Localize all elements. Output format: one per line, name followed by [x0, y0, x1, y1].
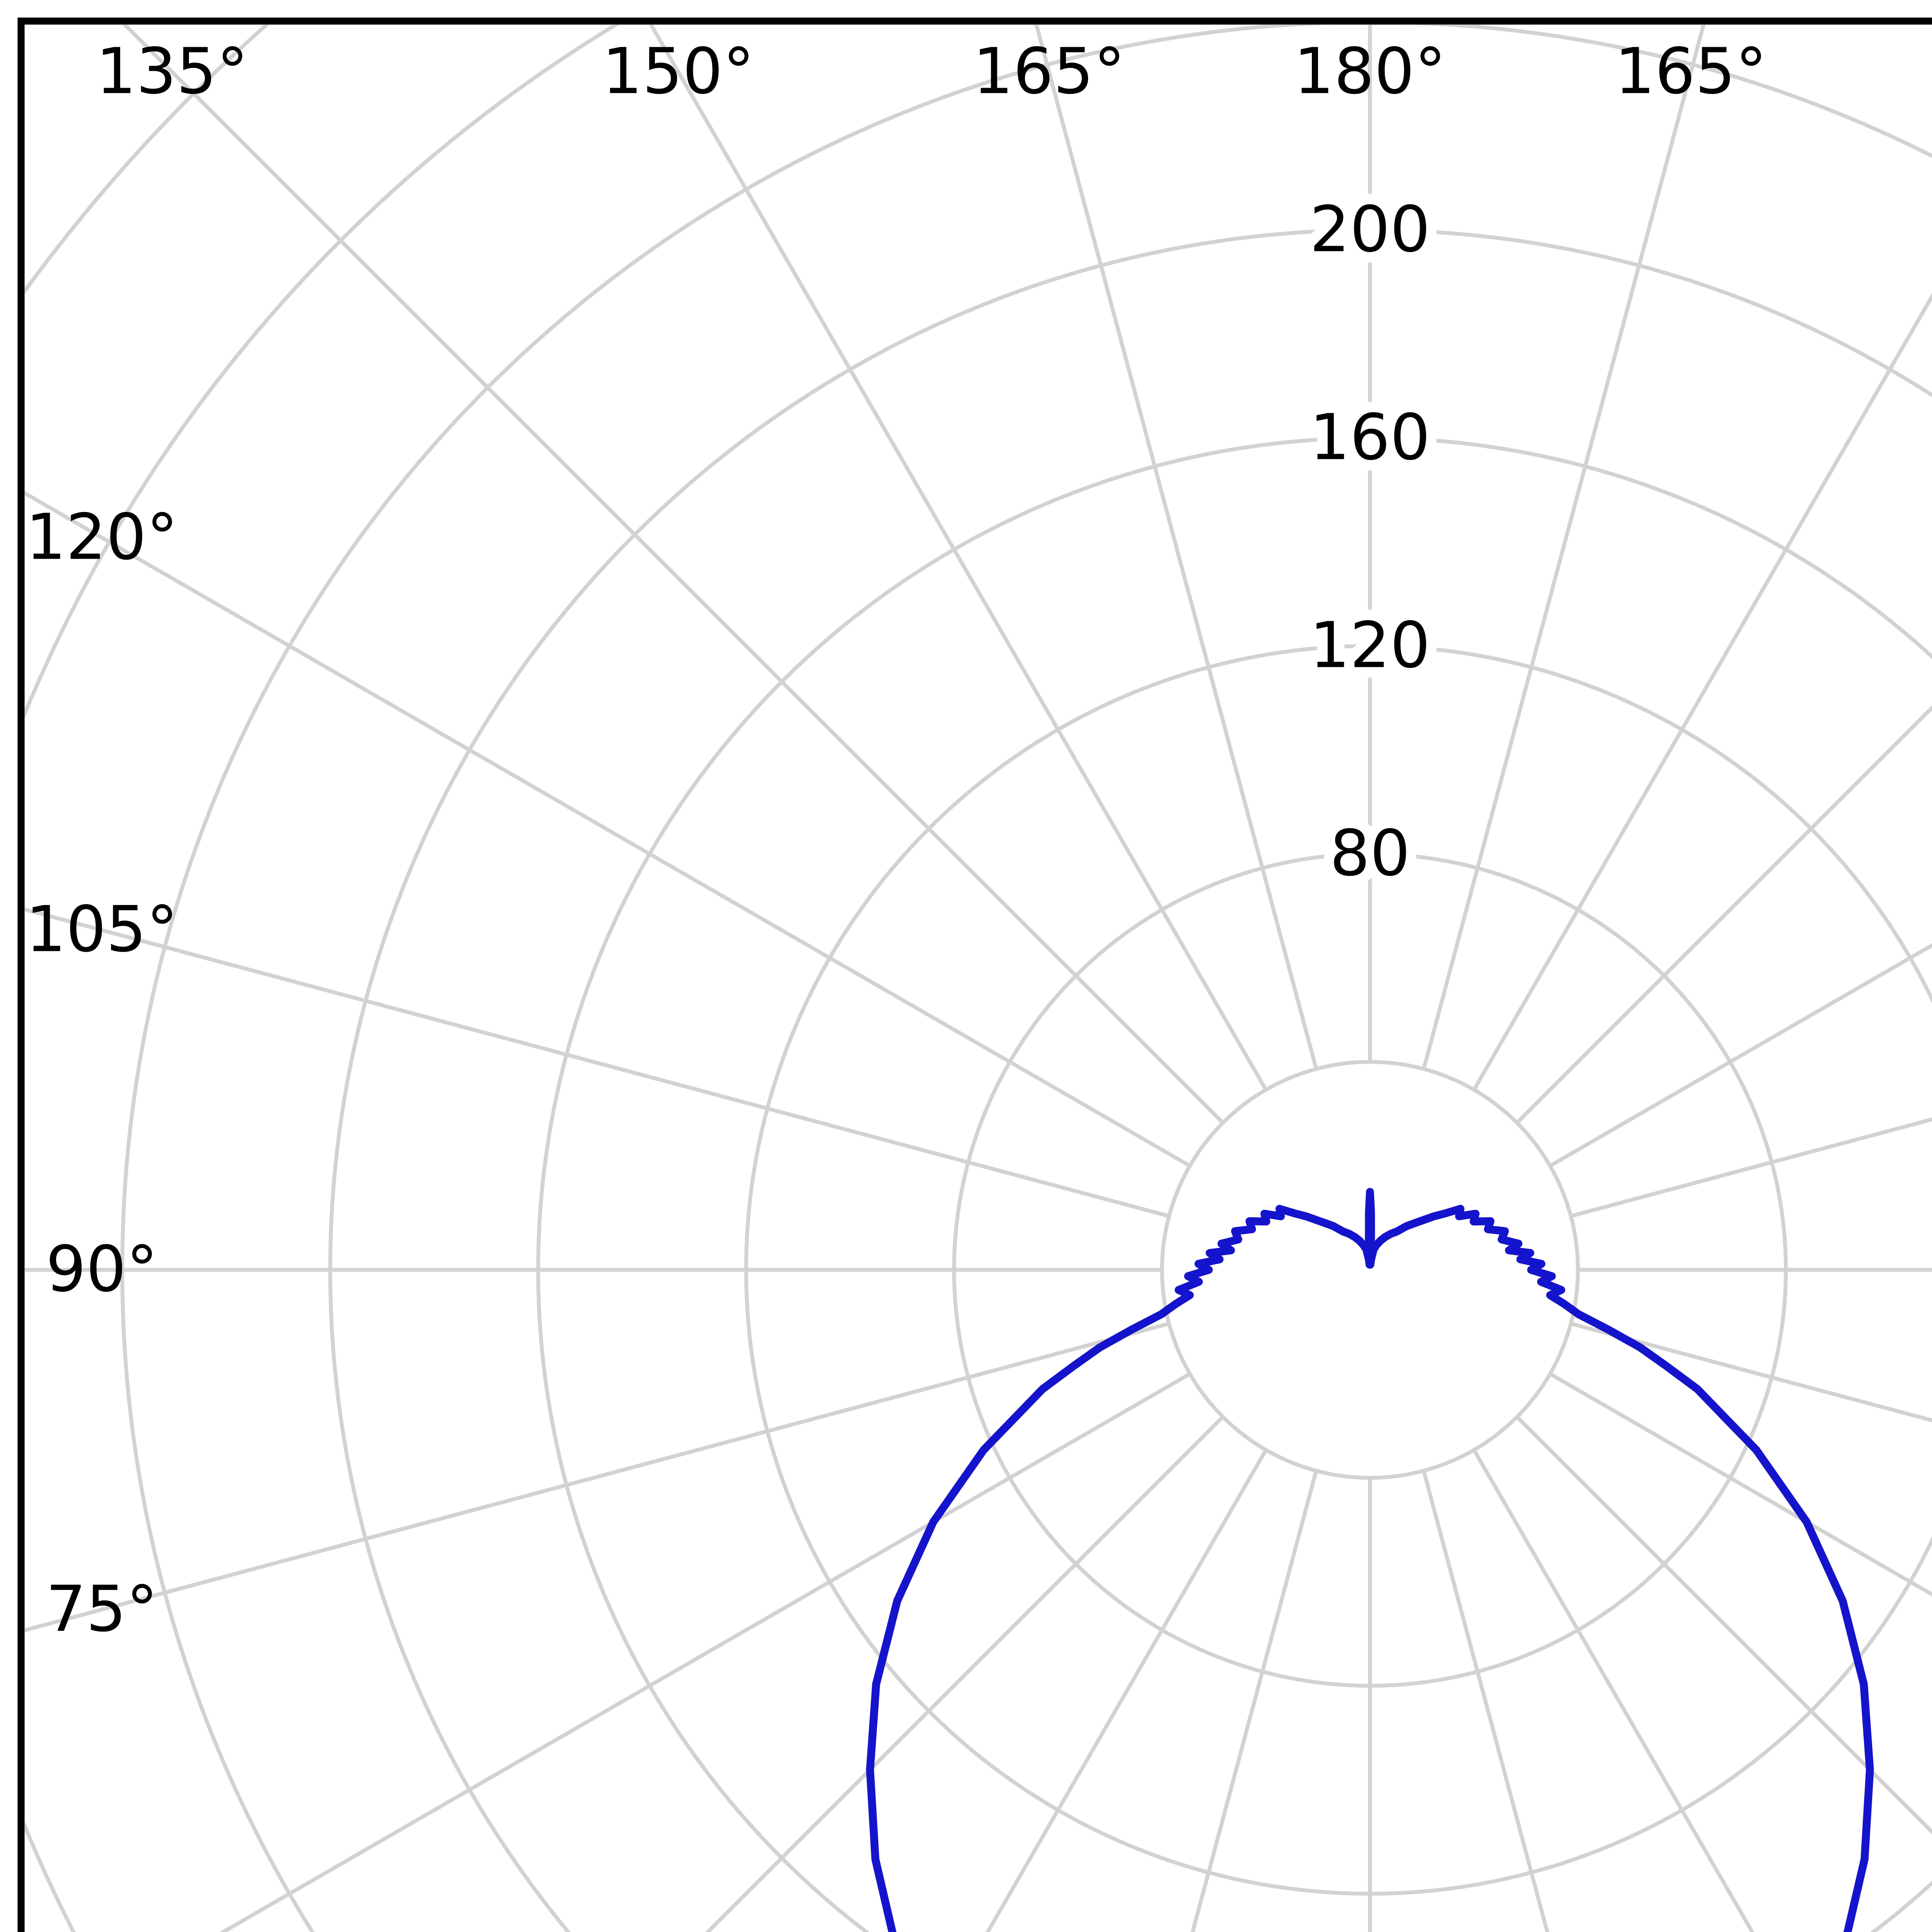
angle-label-165-right: 165° [1615, 34, 1767, 108]
grid-spoke-105 [1570, 1117, 1932, 1218]
intensity-curves [866, 1188, 1874, 1932]
grid-spoke-135 [1515, 705, 1932, 1124]
grid-spoke-315 [705, 1415, 1225, 1932]
angle-label-165-left: 165° [973, 34, 1125, 108]
grid-spoke-330 [985, 1449, 1268, 1932]
grid-spoke-210 [648, 24, 1268, 1091]
grid-ring-200 [328, 228, 1932, 1932]
grid-ring-40 [1160, 1060, 1580, 1480]
grid-spoke-75 [1570, 1321, 1932, 1423]
grid-spoke-195 [1034, 24, 1318, 1070]
angle-label-90-left: 90° [46, 1232, 158, 1306]
grid-spoke-15 [1422, 1470, 1549, 1932]
grid-spoke-150 [1472, 293, 1932, 1091]
grid-spoke-345 [1190, 1470, 1318, 1932]
radial-tick-labels: 80 120 160 200 [1299, 182, 1441, 901]
radial-tick-120: 120 [1310, 608, 1430, 682]
grid-spoke-60 [1549, 1372, 1932, 1597]
angle-label-105-left: 105° [26, 892, 178, 966]
grid-spoke-45 [1515, 1415, 1932, 1835]
radial-tick-80: 80 [1330, 816, 1410, 890]
angle-label-120-left: 120° [26, 500, 178, 574]
grid-spoke-120 [1549, 943, 1932, 1168]
grid-spoke-240 [24, 491, 1191, 1168]
angle-label-180-right: 180° [1294, 34, 1446, 108]
angle-label-150-left: 150° [602, 34, 754, 108]
plot-border [17, 17, 1932, 1932]
angle-tick-labels: 0°15°15°30°30°45°45°60°60°75°75°90°90°10… [26, 34, 1767, 1646]
angle-label-75-left: 75° [46, 1572, 158, 1646]
grid-spoke-225 [122, 24, 1225, 1124]
radial-tick-200: 200 [1310, 192, 1430, 266]
angle-label-135-left: 135° [96, 34, 248, 108]
grid-spoke-30 [1472, 1449, 1755, 1932]
grid-spoke-285 [24, 1321, 1170, 1633]
grid-spoke-165 [1422, 24, 1706, 1070]
grid-spoke-300 [219, 1372, 1191, 1932]
radial-tick-160: 160 [1310, 400, 1430, 474]
grid-spoke-255 [24, 907, 1170, 1218]
curve-C90-C270 [866, 1188, 1874, 1932]
